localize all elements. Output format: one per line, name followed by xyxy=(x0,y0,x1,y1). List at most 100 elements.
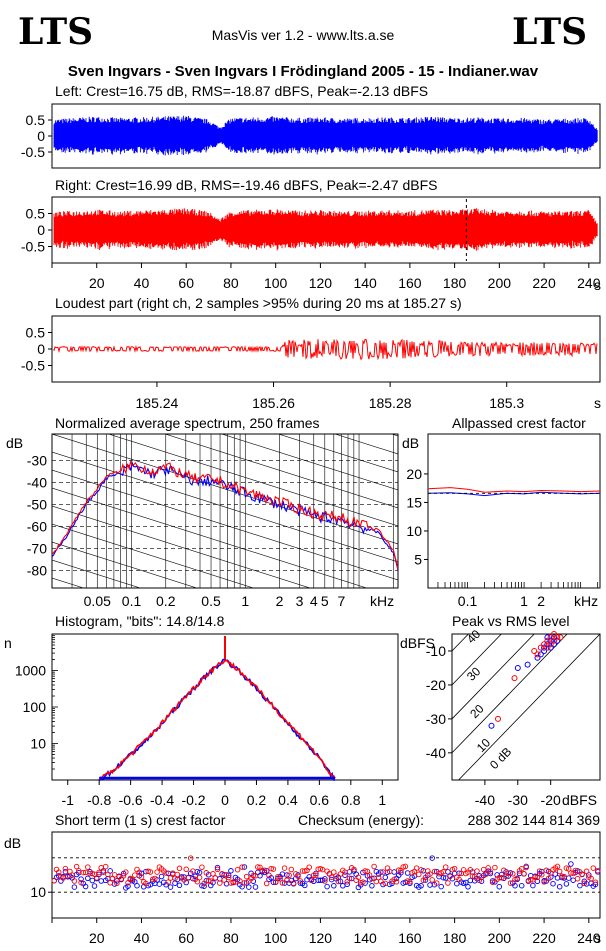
crest-series-left xyxy=(427,491,601,497)
waveform-signal-left xyxy=(53,115,598,156)
stcrest-point-right xyxy=(407,879,413,885)
pvr-point-right xyxy=(554,634,561,641)
stcrest-point-right xyxy=(333,873,339,879)
spectrum-slope-line xyxy=(277,434,398,473)
spectrum-slope-line xyxy=(52,236,398,346)
xtick-label: 1 xyxy=(241,593,249,609)
spectrum-series-group xyxy=(52,460,398,571)
xtick-label: 200 xyxy=(488,275,512,291)
stcrest-ylabel: dB xyxy=(4,835,21,851)
checksum-label: Checksum (energy): xyxy=(298,812,424,828)
xtick-label: 60 xyxy=(178,930,194,946)
stcrest-point-right xyxy=(590,865,597,871)
stcrest-point-right xyxy=(431,868,438,875)
stcrest-point-left xyxy=(201,883,207,889)
pvr-point-left xyxy=(534,654,541,661)
xtick-label: 185.3 xyxy=(489,395,524,411)
loudest-xunit: s xyxy=(594,395,601,411)
stcrest-point-left xyxy=(369,883,375,889)
spectrum-slope-line xyxy=(164,434,398,509)
spectrum-xunit: kHz xyxy=(370,593,394,609)
stcrest-point-right xyxy=(60,875,66,881)
ytick-label: 10 xyxy=(30,736,46,752)
stcrest-point-right xyxy=(429,877,435,883)
stcrest-point-right xyxy=(595,867,601,874)
stcrest-point-right xyxy=(507,880,514,886)
spectrum-slope-line xyxy=(334,434,398,455)
ytick-label: 5 xyxy=(414,551,422,567)
logo-right: LTS xyxy=(512,11,587,53)
xtick-label: 0.4 xyxy=(278,792,298,808)
stcrest-point-right xyxy=(190,868,196,874)
ytick-label: 20 xyxy=(406,466,422,482)
ytick-label: 0.5 xyxy=(26,206,46,222)
stcrest-point-left xyxy=(78,876,84,882)
stcrest-point-left xyxy=(98,878,104,884)
stcrest-point-left xyxy=(284,872,290,878)
ytick-label: 0 xyxy=(37,222,45,238)
ytick-label: -0.5 xyxy=(21,239,45,255)
ytick-label: 1000 xyxy=(15,663,46,679)
right-wave-xunit: s xyxy=(594,277,601,293)
stcrest-point-right xyxy=(203,870,210,876)
stcrest-point-right xyxy=(136,869,142,876)
stcrest-point-left xyxy=(391,869,397,875)
stcrest-point-left xyxy=(337,878,344,885)
xtick-label: 185.26 xyxy=(252,395,295,411)
stcrest-point-right xyxy=(380,869,386,875)
stcrest-point-left xyxy=(158,873,165,880)
stcrest-point-right xyxy=(290,880,297,887)
stcrest-point-right xyxy=(487,869,494,875)
crest-frame xyxy=(427,433,601,589)
xtick-label: 140 xyxy=(353,275,377,291)
stcrest-point-right xyxy=(210,871,216,877)
stcrest-point-left xyxy=(554,875,561,881)
xtick-label: 220 xyxy=(532,930,556,946)
stcrest-point-right xyxy=(371,863,377,870)
spectrum-diagonals xyxy=(52,236,398,588)
pvr-point-left xyxy=(544,634,551,641)
stcrest-point-right xyxy=(400,864,406,870)
ytick-label: -30 xyxy=(27,452,47,468)
stcrest-point-left xyxy=(270,879,277,885)
xtick-label: 180 xyxy=(443,275,467,291)
xtick-label: 5 xyxy=(321,593,329,609)
xtick-label: -1 xyxy=(62,792,75,808)
stcrest-point-right xyxy=(581,880,588,887)
ytick-label: 0 xyxy=(37,128,45,144)
xtick-label: 120 xyxy=(309,930,333,946)
ytick-label: -0.5 xyxy=(21,144,45,160)
ytick-label: -70 xyxy=(27,540,47,556)
pvr-diagonal-label: 20 xyxy=(467,701,487,721)
stcrest-point-left xyxy=(257,873,263,879)
stcrest-point-right xyxy=(514,875,520,881)
pvr-diagonal-label: 10 xyxy=(474,735,494,755)
stcrest-point-right xyxy=(194,878,201,885)
pvr-point-right xyxy=(547,634,554,641)
stcrest-point-right xyxy=(357,879,364,886)
stcrest-point-right xyxy=(114,880,120,887)
stcrest-point-right xyxy=(284,877,290,884)
stcrest-point-right xyxy=(212,875,219,881)
stcrest-point-right xyxy=(69,872,75,878)
stcrest-point-left xyxy=(570,877,576,883)
crest-ylabel: dB xyxy=(402,435,419,451)
xtick-label: 0.2 xyxy=(247,792,267,808)
crest-title: Allpassed crest factor xyxy=(452,415,586,431)
stcrest-point-right xyxy=(369,875,375,882)
loudest-signal xyxy=(53,338,598,361)
stcrest-point-right xyxy=(474,868,480,874)
spectrum-slope-line xyxy=(52,434,398,545)
stcrest-point-right xyxy=(152,875,158,882)
stcrest-point-right xyxy=(243,873,250,880)
xtick-label: 20 xyxy=(89,930,105,946)
xtick-label: -40 xyxy=(475,792,495,808)
stcrest-point-right xyxy=(261,867,268,873)
stcrest-point-left xyxy=(241,864,248,870)
ytick-label: -40 xyxy=(426,745,446,761)
stcrest-point-right xyxy=(154,869,160,875)
pvr-point-left xyxy=(524,661,531,668)
xtick-label: 185.28 xyxy=(369,395,412,411)
stcrest-point-right xyxy=(378,878,384,885)
